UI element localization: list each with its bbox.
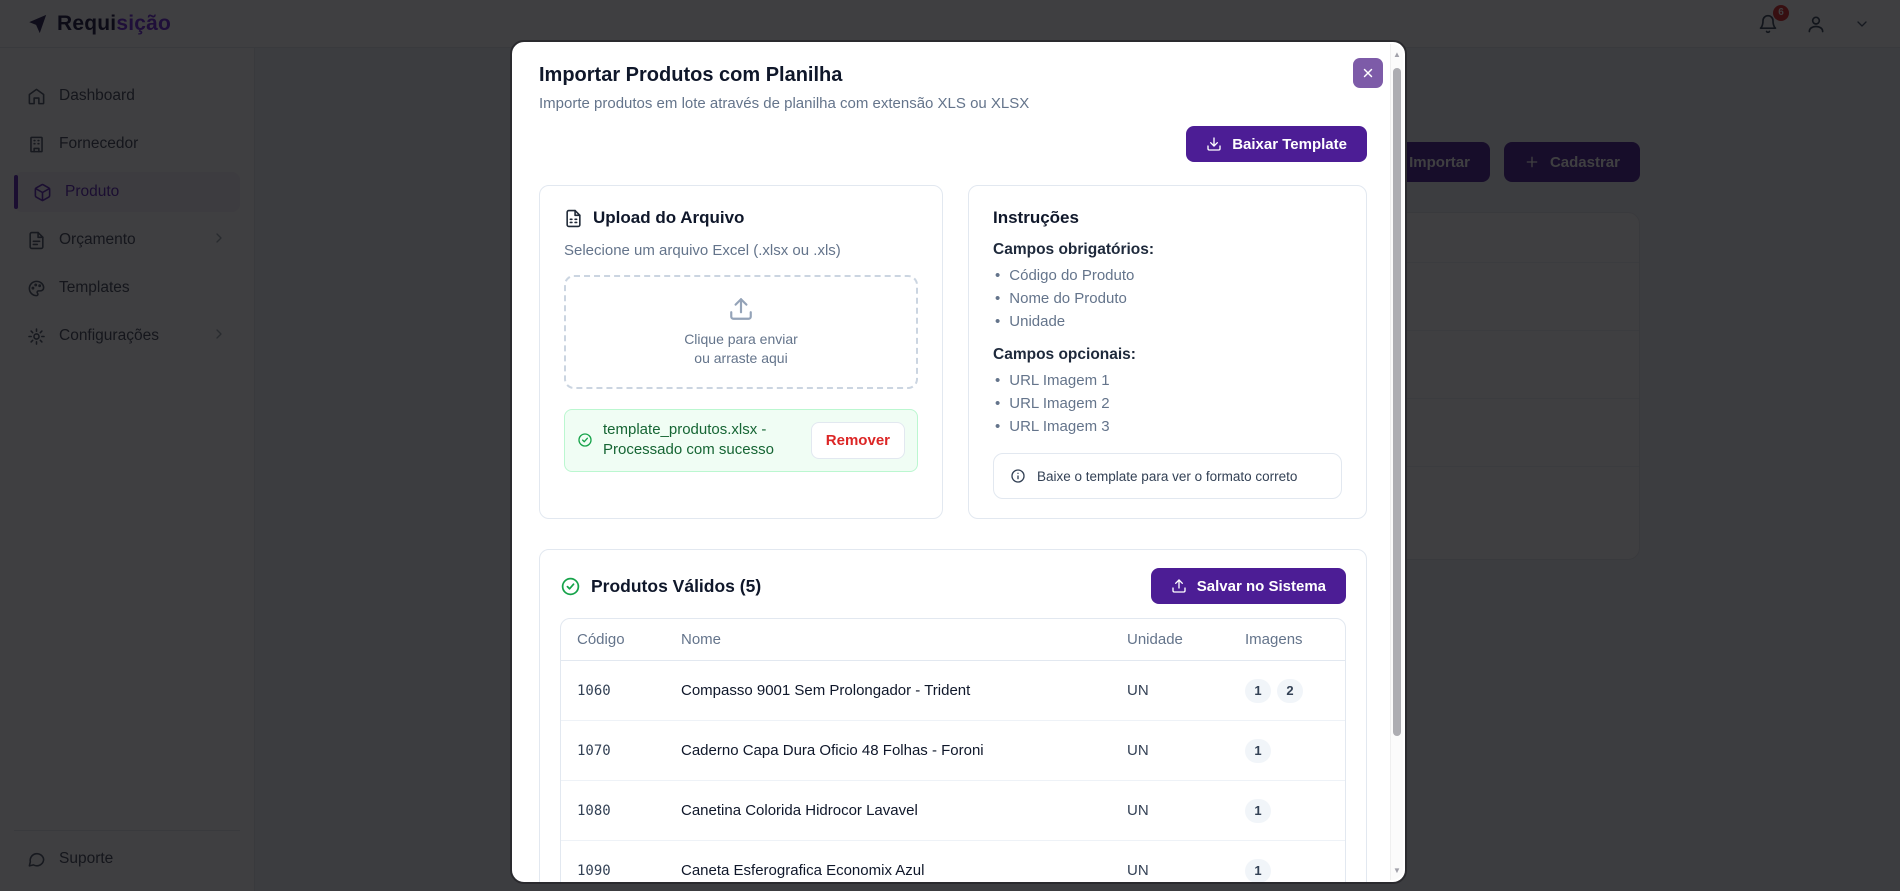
table-row: 1070 Caderno Capa Dura Oficio 48 Folhas …	[561, 721, 1345, 781]
image-count-badge: 2	[1277, 678, 1303, 703]
optional-fields-list: URL Imagem 1 URL Imagem 2 URL Imagem 3	[993, 369, 1342, 438]
file-dropzone[interactable]: Clique para enviar ou arraste aqui	[564, 275, 918, 389]
product-name: Compasso 9001 Sem Prolongador - Trident	[681, 682, 971, 699]
modal-subtitle: Importe produtos em lote através de plan…	[539, 95, 1030, 112]
required-fields-title: Campos obrigatórios:	[993, 241, 1155, 258]
product-code: 1060	[577, 682, 611, 699]
column-header-nome: Nome	[681, 631, 722, 648]
table-header-row: Código Nome Unidade Imagens	[561, 619, 1345, 661]
dropzone-text: ou arraste aqui	[694, 350, 788, 366]
info-icon	[1011, 469, 1025, 483]
save-to-system-button[interactable]: Salvar no Sistema	[1150, 568, 1346, 604]
product-unit: UN	[1127, 682, 1149, 699]
instructions-card: Instruções Campos obrigatórios: Código d…	[968, 185, 1367, 519]
upload-icon	[1172, 579, 1186, 593]
upload-card-title: Upload do Arquivo	[593, 208, 745, 227]
image-badges: 1	[1245, 858, 1345, 882]
product-name: Caderno Capa Dura Oficio 48 Folhas - For…	[681, 742, 984, 759]
file-status-text: template_produtos.xlsx - Processado com …	[603, 421, 774, 459]
download-icon	[1207, 137, 1221, 151]
modal-scrollbar[interactable]: ▲ ▼	[1390, 44, 1403, 880]
check-circle-icon	[578, 433, 592, 447]
column-header-codigo: Código	[577, 631, 625, 648]
close-button[interactable]	[1353, 58, 1383, 88]
list-item: URL Imagem 1	[993, 369, 1342, 392]
instructions-title: Instruções	[993, 208, 1079, 227]
product-code: 1080	[577, 802, 611, 819]
valid-products-title: Produtos Válidos (5)	[591, 575, 762, 596]
image-count-badge: 1	[1245, 798, 1271, 823]
optional-fields-title: Campos opcionais:	[993, 346, 1136, 363]
modal-title: Importar Produtos com Planilha	[539, 64, 843, 86]
required-fields-list: Código do Produto Nome do Produto Unidad…	[993, 264, 1342, 333]
table-row: 1090 Caneta Esferografica Economix Azul …	[561, 841, 1345, 882]
upload-card: Upload do Arquivo Selecione um arquivo E…	[539, 185, 943, 519]
template-note-text: Baixe o template para ver o formato corr…	[1037, 468, 1298, 484]
product-code: 1090	[577, 862, 611, 879]
table-row: 1080 Canetina Colorida Hidrocor Lavavel …	[561, 781, 1345, 841]
valid-products-table: Código Nome Unidade Imagens 1060 Compass…	[560, 618, 1346, 882]
scroll-up-arrow[interactable]: ▲	[1393, 49, 1401, 59]
product-unit: UN	[1127, 742, 1149, 759]
close-icon	[1363, 68, 1373, 78]
valid-products-section: Produtos Válidos (5) Salvar no Sistema C…	[539, 549, 1367, 882]
image-count-badge: 1	[1245, 678, 1271, 703]
product-name: Canetina Colorida Hidrocor Lavavel	[681, 802, 918, 819]
scrollbar-thumb[interactable]	[1393, 68, 1401, 736]
image-badges: 1	[1245, 738, 1345, 763]
product-code: 1070	[577, 742, 611, 759]
dropzone-text: Clique para enviar	[684, 331, 798, 348]
template-note: Baixe o template para ver o formato corr…	[993, 453, 1342, 499]
list-item: Unidade	[993, 310, 1342, 333]
product-name: Caneta Esferografica Economix Azul	[681, 862, 925, 879]
column-header-imagens: Imagens	[1245, 631, 1303, 648]
file-spreadsheet-icon	[566, 209, 581, 227]
product-unit: UN	[1127, 862, 1149, 879]
image-badges: 1 2	[1245, 678, 1345, 703]
product-unit: UN	[1127, 802, 1149, 819]
list-item: Código do Produto	[993, 264, 1342, 287]
upload-icon	[730, 298, 752, 320]
list-item: URL Imagem 3	[993, 415, 1342, 438]
file-status: template_produtos.xlsx - Processado com …	[564, 409, 918, 472]
image-badges: 1	[1245, 798, 1345, 823]
check-circle-icon	[561, 577, 580, 595]
image-count-badge: 1	[1245, 738, 1271, 763]
remove-file-button[interactable]: Remover	[810, 421, 905, 459]
download-template-button[interactable]: Baixar Template	[1186, 126, 1367, 162]
scroll-down-arrow[interactable]: ▼	[1393, 865, 1401, 875]
import-products-modal: ▲ ▼ Importar Produtos com Planilha Impor…	[510, 40, 1407, 884]
list-item: Nome do Produto	[993, 287, 1342, 310]
table-row: 1060 Compasso 9001 Sem Prolongador - Tri…	[561, 661, 1345, 721]
upload-hint: Selecione um arquivo Excel (.xlsx ou .xl…	[564, 242, 841, 259]
column-header-unidade: Unidade	[1127, 631, 1183, 648]
list-item: URL Imagem 2	[993, 392, 1342, 415]
image-count-badge: 1	[1245, 858, 1271, 882]
